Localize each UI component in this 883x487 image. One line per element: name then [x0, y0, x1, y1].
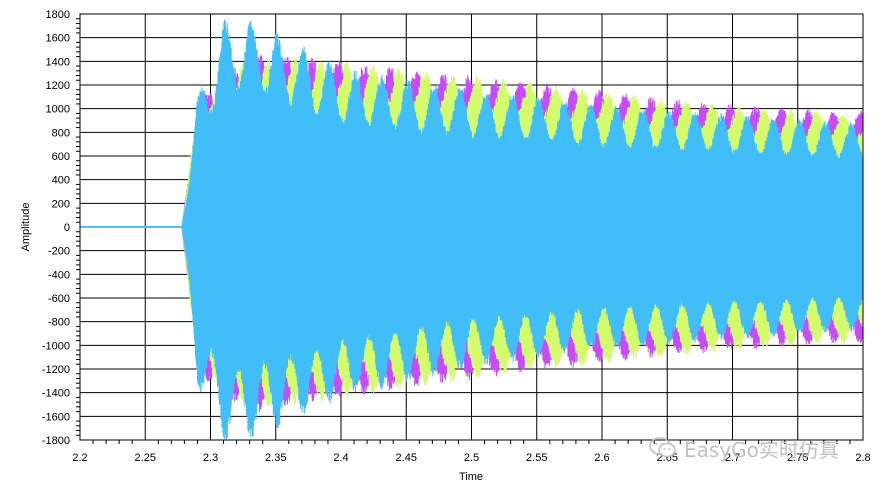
y-tick-label: -1000 — [42, 340, 70, 352]
y-tick-label: 1200 — [46, 80, 70, 92]
y-tick-label: -1600 — [42, 411, 70, 423]
y-tick-label: -400 — [48, 269, 70, 281]
y-tick-label: -600 — [48, 293, 70, 305]
x-tick-label: 2.4 — [333, 452, 348, 464]
y-tick-label: 1600 — [46, 33, 70, 45]
x-tick-label: 2.25 — [135, 452, 156, 464]
x-tick-label: 2.8 — [855, 452, 870, 464]
y-tick-label: 1000 — [46, 104, 70, 116]
series-line — [79, 19, 864, 441]
y-tick-label: 800 — [52, 127, 70, 139]
x-tick-label: 2.5 — [464, 452, 479, 464]
x-tick-label: 2.2 — [72, 452, 87, 464]
y-tick-label: 200 — [52, 198, 70, 210]
x-tick-label: 2.75 — [787, 452, 808, 464]
x-tick-label: 2.35 — [265, 452, 286, 464]
y-tick-label: 400 — [52, 175, 70, 187]
y-tick-label: -1200 — [42, 364, 70, 376]
series-layer — [79, 19, 864, 441]
x-tick-label: 2.55 — [526, 452, 547, 464]
y-axis-title: Amplitude — [20, 203, 32, 252]
y-tick-label: -200 — [48, 246, 70, 258]
y-tick-label: 1400 — [46, 56, 70, 68]
y-tick-label: -1800 — [42, 435, 70, 447]
x-tick-label: 2.6 — [594, 452, 609, 464]
x-tick-label: 2.7 — [725, 452, 740, 464]
wechat-icon — [649, 437, 676, 458]
y-tick-label: 600 — [52, 151, 70, 163]
x-tick-labels: 2.2 2.25 2.3 2.35 2.4 2.45 2.5 2.55 2.6 2.65 2.7 2.… — [72, 452, 870, 464]
y-tick-label: -1400 — [42, 388, 70, 400]
x-tick-label: 2.3 — [203, 452, 218, 464]
watermark: EasyGo实时仿真 — [648, 433, 839, 463]
y-tick-labels: -1800 -1600 -1400 -1200 -1000 -800 -600 -400 -20… — [42, 9, 70, 447]
watermark-text: EasyGo实时仿真 — [684, 437, 839, 462]
x-tick-label: 2.45 — [396, 452, 417, 464]
x-axis-title: Time — [459, 471, 483, 483]
plot-border — [79, 13, 864, 441]
y-tick-label: 1800 — [46, 9, 70, 21]
y-tick-label: 0 — [64, 222, 70, 234]
y-tick-label: -800 — [48, 317, 70, 329]
